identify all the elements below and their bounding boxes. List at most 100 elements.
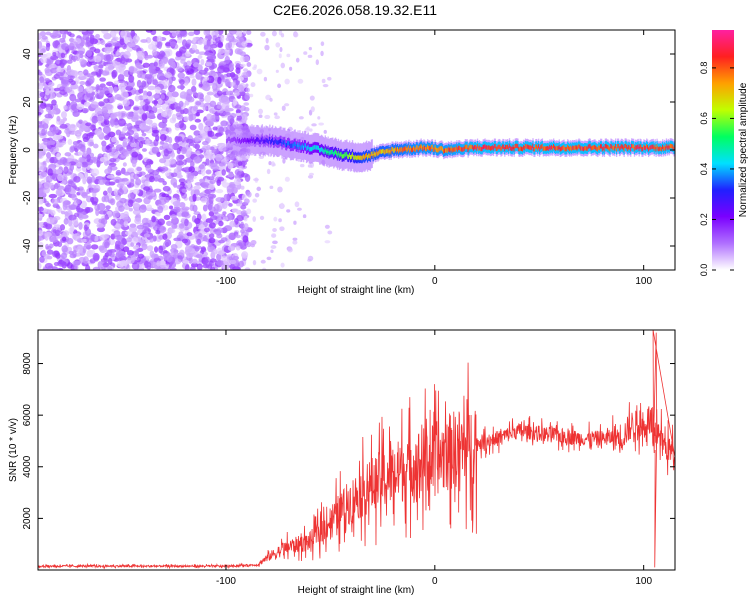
spectrogram-ridge-core (239, 138, 241, 143)
spectrogram-noise-blob (62, 202, 67, 211)
spectrogram-ridge-core (303, 143, 306, 148)
spectrogram-noise-blob (122, 99, 130, 107)
spectrogram-ridge-core (228, 136, 231, 142)
spectrogram-noise-blob (206, 113, 213, 121)
spectrogram-noise-blob (172, 200, 181, 207)
spectrogram-noise-blob (127, 199, 134, 208)
spectrogram-noise-blob (240, 55, 245, 63)
spectrogram-ridge-core (632, 144, 635, 149)
spectrogram-noise-blob (234, 104, 242, 109)
spectrogram-ridge-core (614, 146, 616, 151)
spectrogram-speckle (270, 245, 277, 249)
spectrogram-ridge-core (446, 148, 449, 153)
spectrogram-noise-blob (79, 76, 87, 80)
spectrogram-ridge-core (419, 145, 421, 150)
spectrogram-noise-blob (38, 234, 42, 242)
spectrogram-speckle (324, 240, 331, 244)
spectrogram-noise-blob (39, 91, 46, 98)
spectrogram-ridge-core (418, 145, 420, 151)
spectrogram-ridge-core (542, 146, 544, 151)
spectrogram-noise-blob (181, 188, 188, 194)
spectrogram-noise-blob (76, 133, 81, 139)
spectrogram-noise-blob (196, 238, 202, 245)
spectrogram-noise-blob (215, 188, 224, 194)
spectrogram-noise-blob (122, 127, 127, 134)
spectrogram-noise-blob (115, 169, 122, 176)
spectrogram-ridge-core (490, 146, 492, 151)
spectrogram-noise-blob (148, 195, 154, 200)
spectrogram-noise-blob (178, 231, 184, 237)
spectrogram-noise-blob (91, 168, 100, 177)
spectrogram-ridge-core (661, 147, 663, 152)
spectrogram-noise-blob (151, 49, 158, 56)
spectrogram-ridge-core (555, 145, 558, 151)
spectrogram-noise-blob (88, 75, 95, 84)
spectrogram-ridge-core (348, 154, 350, 160)
spectrogram-noise-blob (68, 219, 73, 227)
spectrogram-ridge-core (310, 146, 312, 152)
spectrogram-noise-blob (157, 98, 163, 105)
spectrogram-speckle (268, 160, 272, 166)
spectrogram-noise-blob (45, 43, 50, 52)
spectrogram-noise-blob (43, 221, 48, 226)
spectrogram-noise-blob (151, 146, 160, 154)
spectrogram-ridge-core (576, 146, 578, 151)
spectrogram-noise-blob (115, 179, 120, 183)
spectrogram-noise-blob (60, 118, 66, 124)
spectrogram-ridge-core (319, 147, 322, 153)
spectrogram-ridge-core (470, 144, 472, 149)
spectrogram-noise-blob (122, 162, 127, 167)
spectrogram-noise-blob (55, 188, 63, 197)
spectrogram-noise-blob (47, 140, 56, 146)
spectrogram-ridge-core (357, 154, 359, 160)
spectrogram-ridge-core (615, 147, 618, 152)
spectrogram-speckle (307, 255, 314, 262)
spectrogram-noise-blob (39, 76, 45, 84)
spectrogram-speckle (243, 102, 250, 106)
spectrogram-ridge-core (407, 146, 409, 152)
spectrogram-noise-blob (91, 104, 99, 109)
spectrogram-noise-blob (162, 117, 168, 124)
spectrogram-noise-blob (57, 241, 63, 248)
spectrogram-noise-blob (53, 183, 59, 190)
spectrogram-noise-blob (217, 30, 224, 35)
spectrogram-noise-blob (182, 206, 190, 211)
spectrogram-speckle (236, 112, 241, 116)
spectrogram-ridge-core (459, 145, 461, 151)
spectrogram-ridge-core (498, 144, 500, 149)
spectrogram-ridge-core (284, 139, 286, 145)
spectrogram-noise-blob (47, 168, 53, 176)
spectrogram-noise-blob (143, 233, 151, 238)
spectrogram-ridge-core (245, 139, 248, 144)
spectrogram-noise-blob (229, 220, 236, 228)
spectrogram-noise-blob (115, 129, 122, 136)
spectrogram-ridge-core (399, 147, 402, 153)
spectrogram-ridge-core (506, 144, 509, 149)
spectrogram-noise-blob (162, 233, 168, 241)
spectrogram-ridge-core (643, 144, 645, 150)
spectrogram-noise-blob (202, 204, 208, 212)
spectrogram-ridge-core (410, 146, 412, 151)
spectrogram-noise-blob (192, 105, 199, 112)
snr-panel: -100 0 100 2000 4000 6000 8000 Height of strai… (8, 329, 676, 596)
spectrogram-noise-blob (59, 224, 66, 231)
spectrogram-noise-blob (183, 116, 189, 122)
spectrogram-noise-blob (201, 140, 209, 146)
spectrogram-noise-blob (38, 206, 45, 212)
spectrogram-ridge-core (474, 145, 476, 150)
spectrogram-ridge-core (600, 144, 602, 149)
spectrogram-ridge-core (609, 147, 611, 152)
spectrogram-noise-blob (208, 183, 215, 191)
spectrogram-ridge-core (444, 148, 446, 153)
spectrogram-noise-blob (76, 103, 85, 111)
spectrogram-speckle (295, 57, 300, 63)
spectrogram-ridge-core (433, 147, 435, 152)
spectrogram-noise-blob (137, 136, 145, 141)
spectrogram-noise-blob (64, 152, 72, 157)
spectrogram-noise-blob (112, 37, 117, 41)
spectrogram-noise-blob (206, 118, 214, 127)
spectrogram-noise-blob (225, 42, 231, 51)
spectrogram-noise-blob (94, 128, 103, 135)
spectrogram-ridge-core (557, 146, 560, 151)
spectrogram-ridge-core (597, 147, 599, 152)
